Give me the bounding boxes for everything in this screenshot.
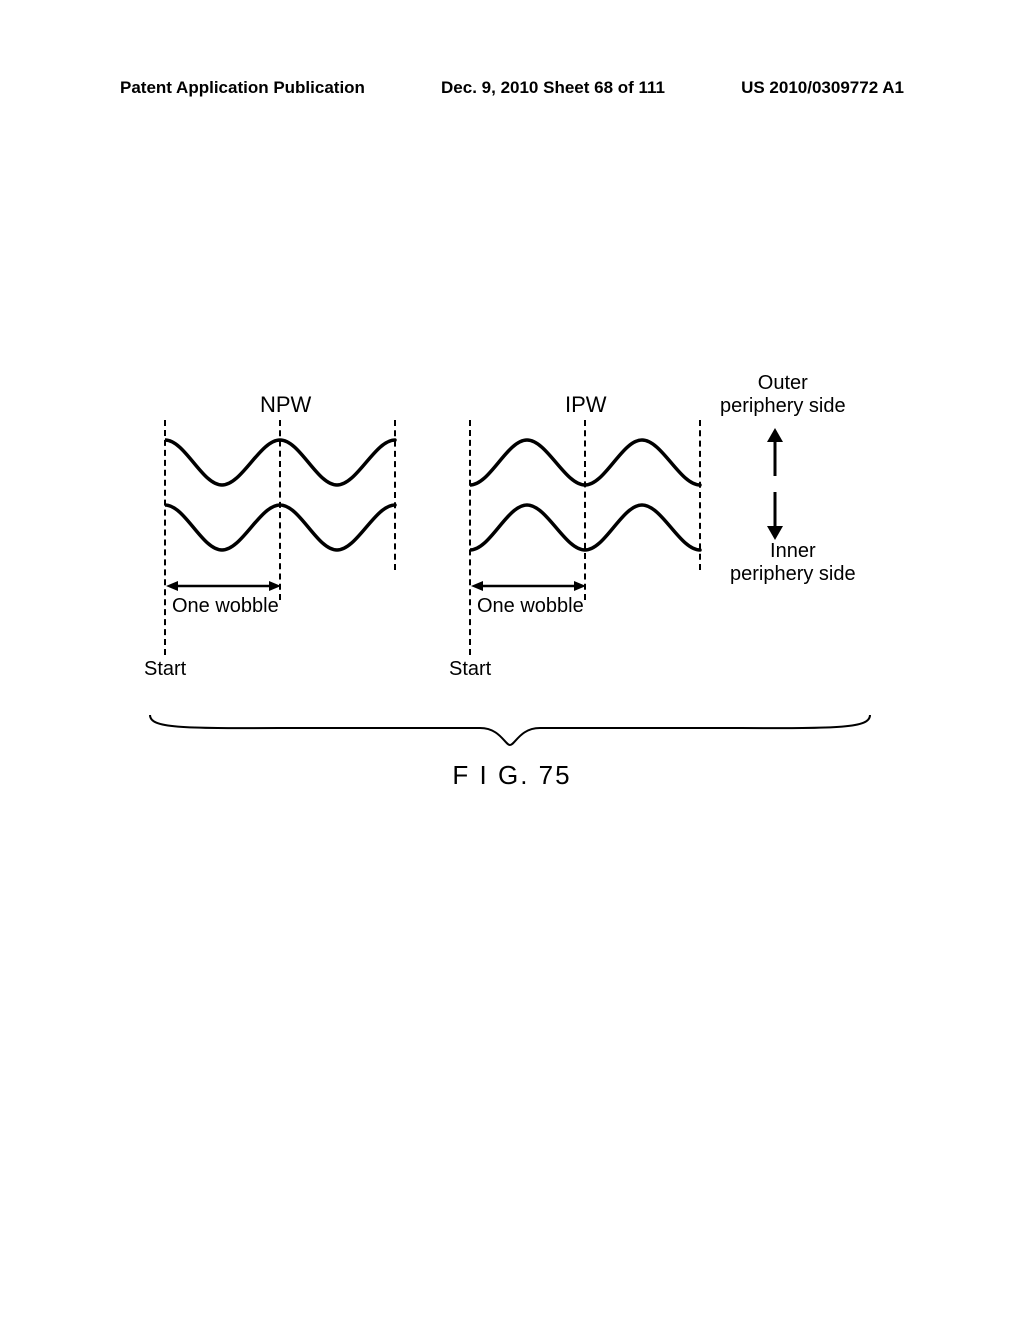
- figure-75: NPW IPW Outer periphery side Inner perip…: [140, 380, 880, 720]
- figure-brace: [140, 710, 880, 755]
- ipw-label: IPW: [565, 392, 607, 418]
- header-center: Dec. 9, 2010 Sheet 68 of 111: [441, 78, 665, 98]
- ipw-dash-1: [584, 420, 586, 600]
- npw-dash-1: [279, 420, 281, 600]
- ipw-dash-start: [469, 420, 471, 655]
- up-arrow-icon: [760, 428, 790, 483]
- header-right: US 2010/0309772 A1: [741, 78, 904, 98]
- inner-periphery-label: Inner periphery side: [730, 540, 856, 586]
- npw-wave-row2: [165, 500, 405, 560]
- down-arrow-icon: [760, 490, 790, 545]
- ipw-start-label: Start: [449, 658, 491, 681]
- npw-wobble-label: One wobble: [172, 595, 279, 618]
- outer-periphery-label: Outer periphery side: [720, 372, 846, 418]
- ipw-wobble-label: One wobble: [477, 595, 584, 618]
- ipw-wave-row2: [470, 500, 710, 560]
- header-left: Patent Application Publication: [120, 78, 365, 98]
- npw-dash-start: [164, 420, 166, 655]
- ipw-wobble-arrow: [471, 576, 586, 596]
- npw-start-label: Start: [144, 658, 186, 681]
- npw-dash-2: [394, 420, 396, 570]
- ipw-wave-row1: [470, 435, 710, 495]
- figure-caption: F I G. 75: [0, 760, 1024, 791]
- npw-wobble-arrow: [166, 576, 281, 596]
- ipw-dash-2: [699, 420, 701, 570]
- npw-label: NPW: [260, 392, 311, 418]
- npw-wave-row1: [165, 435, 405, 495]
